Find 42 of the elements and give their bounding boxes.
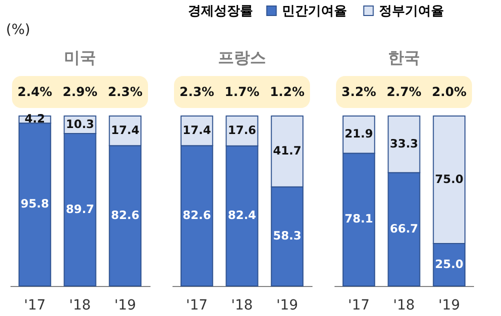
text: 2.0% (432, 84, 467, 99)
text: 2.3% (180, 84, 215, 99)
legend-title: 경제성장률 (188, 4, 253, 19)
data-label: 82.6 (110, 208, 140, 222)
data-label: 89.7 (66, 202, 94, 216)
text: 1.7% (224, 84, 260, 99)
text: 2.9% (62, 84, 98, 99)
data-label: 95.8 (20, 196, 50, 211)
x-tick-label: '18 (393, 298, 415, 314)
x-tick-label: '17 (24, 298, 46, 314)
data-label: 17.4 (110, 122, 140, 137)
legend-label: 정부기여율 (379, 4, 444, 19)
x-tick-label: '19 (438, 298, 460, 314)
data-label: 10.3 (66, 116, 94, 131)
legend-label: 민간기여율 (282, 4, 347, 19)
data-label: 21.9 (344, 126, 374, 141)
chart-title: 미국 (64, 48, 96, 67)
data-label: 66.7 (390, 221, 418, 236)
data-label: 82.6 (182, 208, 212, 222)
x-tick-label: '19 (114, 298, 136, 314)
chart-title: 프랑스 (218, 48, 266, 67)
data-label: 75.0 (434, 172, 464, 186)
x-tick-label: '17 (348, 298, 370, 314)
x-tick-label: '18 (231, 298, 253, 314)
data-label: 17.4 (182, 122, 212, 137)
text: 2.7% (386, 84, 422, 99)
data-label: 25.0 (434, 256, 464, 271)
data-label: 58.3 (272, 228, 302, 242)
text: 2.3% (108, 84, 143, 99)
data-label: 82.4 (228, 208, 256, 222)
x-tick-label: '18 (69, 298, 91, 314)
text: 1.2% (270, 84, 305, 99)
data-label: 41.7 (272, 143, 302, 158)
x-tick-label: '17 (186, 298, 208, 314)
y-axis-title: (%) (6, 22, 30, 38)
data-label: 17.6 (228, 122, 256, 137)
chart-title: 한국 (388, 48, 420, 67)
data-label: 33.3 (390, 136, 418, 150)
x-tick-label: '19 (276, 298, 298, 314)
data-label: 78.1 (344, 212, 374, 226)
text: 3.2% (342, 84, 377, 99)
text: 2.4% (18, 84, 53, 99)
